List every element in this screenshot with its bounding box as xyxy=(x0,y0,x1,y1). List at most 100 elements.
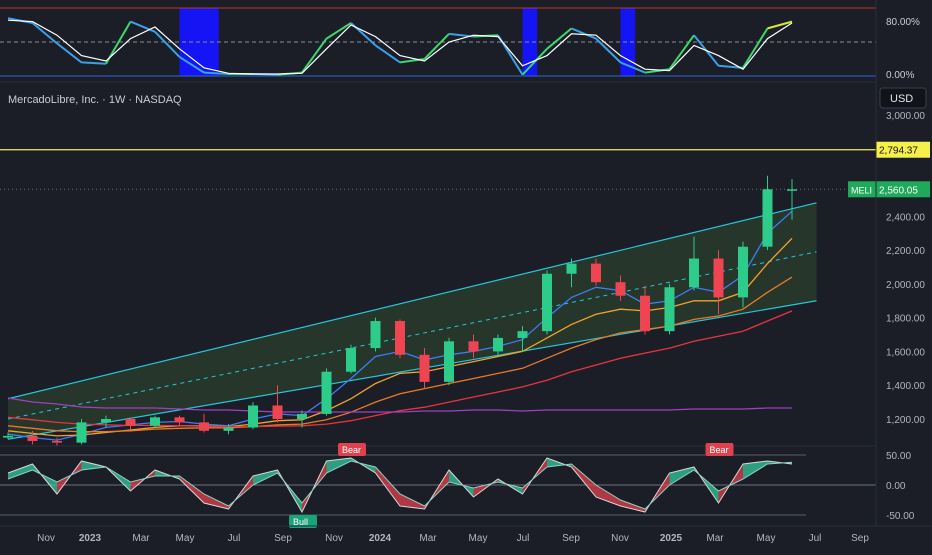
time-tick-label: Mar xyxy=(132,533,150,544)
candle-body xyxy=(664,287,675,332)
time-tick-label: 2025 xyxy=(660,533,683,544)
price-tick-label: 2,200.00 xyxy=(886,246,925,257)
stochastic-highlight-band xyxy=(522,8,538,76)
candle-body xyxy=(517,331,528,338)
momentum-tick-label: 50.00 xyxy=(886,451,911,462)
time-tick-label: Nov xyxy=(325,533,343,544)
stochastic-k-segment xyxy=(56,42,83,64)
moving-average-line xyxy=(7,310,793,428)
candle-body xyxy=(738,246,748,298)
momentum-fill-segment xyxy=(620,500,645,512)
momentum-panel[interactable]: Bear Bear Bull 50.00 0.00 -50.00 xyxy=(0,443,915,528)
channel-mid-line xyxy=(7,251,817,420)
signal-label: Bear xyxy=(342,445,361,455)
last-price-tag: MELI xyxy=(851,185,872,195)
price-tick-label: 3,000.00 xyxy=(886,111,925,122)
candle-body xyxy=(174,417,185,423)
stochastic-k-segment xyxy=(81,61,107,65)
momentum-fill-segment xyxy=(204,494,229,509)
price-panel[interactable]: 2,794.37 MELI 2,560.05 3,000.00 2,400.00 2,20… xyxy=(0,81,930,447)
candle-body xyxy=(566,263,577,274)
candle-body xyxy=(199,422,209,431)
time-tick-label: Nov xyxy=(611,533,629,544)
resistance-badge-label: 2,794.37 xyxy=(879,146,918,157)
time-tick-label: May xyxy=(757,533,776,544)
stochastic-k-segment xyxy=(203,71,229,75)
stochastic-k-segment xyxy=(571,27,597,40)
signal-label: Bear xyxy=(710,445,729,455)
signal-label-box xyxy=(705,443,734,456)
candle-body xyxy=(689,258,699,288)
stochastic-k-segment xyxy=(521,48,548,76)
stochastic-k-segment xyxy=(31,22,58,45)
candle-body xyxy=(321,371,332,414)
momentum-signal-line xyxy=(7,460,793,510)
candle-body xyxy=(468,341,479,352)
candle-body xyxy=(150,417,160,426)
time-tick-label: Sep xyxy=(562,533,580,544)
price-tick-label: 1,400.00 xyxy=(886,381,925,392)
symbol-title: MercadoLibre, Inc. · 1W · NASDAQ xyxy=(8,94,182,106)
candle-body xyxy=(493,337,503,352)
stochastic-k-segment xyxy=(546,27,573,50)
moving-average-line xyxy=(7,276,793,433)
candle-body xyxy=(444,341,454,382)
channel-lower-line xyxy=(7,300,817,440)
time-tick-label: Sep xyxy=(274,533,292,544)
last-price-badge xyxy=(876,181,930,198)
candle-body xyxy=(223,427,234,431)
candle-body xyxy=(419,354,430,382)
currency-button[interactable]: USD xyxy=(879,87,927,109)
time-tick-label: Jul xyxy=(809,533,822,544)
time-tick-label: 2024 xyxy=(369,533,392,544)
stochastic-k-segment xyxy=(620,61,646,74)
stochastic-highlight-band xyxy=(620,8,636,76)
candle-body xyxy=(395,321,405,355)
momentum-tick-label: 0.00 xyxy=(886,481,906,492)
stochastic-tick-label: 0.00% xyxy=(886,70,914,81)
stochastic-k-segment xyxy=(130,20,156,33)
stochastic-k-segment xyxy=(767,20,793,30)
momentum-line xyxy=(7,457,793,514)
currency-label: USD xyxy=(890,93,913,105)
time-tick-label: May xyxy=(469,533,488,544)
momentum-fill-segment xyxy=(743,461,768,479)
resistance-badge xyxy=(876,141,930,158)
momentum-fill-segment xyxy=(8,464,33,479)
momentum-fill-segment xyxy=(375,467,400,506)
candle-body xyxy=(591,263,601,283)
stochastic-k-segment xyxy=(154,31,181,58)
candle-body xyxy=(76,422,87,443)
stochastic-k-segment xyxy=(668,34,695,70)
candle-body xyxy=(248,405,258,428)
candle-body xyxy=(52,440,62,443)
time-tick-label: Sep xyxy=(851,533,869,544)
stochastic-k-segment xyxy=(178,56,205,74)
momentum-fill-segment xyxy=(596,485,621,506)
time-tick-label: Mar xyxy=(419,533,437,544)
candle-body xyxy=(101,419,111,423)
momentum-fill-segment xyxy=(400,494,425,509)
candle-body xyxy=(27,435,38,441)
time-tick-label: Jul xyxy=(228,533,241,544)
stochastic-panel[interactable]: 80.00% 0.00% xyxy=(0,7,920,81)
candle-body xyxy=(3,435,13,438)
signal-label: Bull xyxy=(293,517,308,527)
candle-body xyxy=(615,282,626,296)
price-tick-label: 2,400.00 xyxy=(886,212,925,223)
last-price-badge-label: 2,560.05 xyxy=(879,185,918,196)
stochastic-tick-label: 80.00% xyxy=(886,17,920,28)
channel-fill xyxy=(8,202,817,440)
candle-body xyxy=(762,189,773,247)
candle-body xyxy=(370,321,381,349)
last-price-tag-icon xyxy=(848,181,876,198)
price-tick-label: 1,200.00 xyxy=(886,415,925,426)
time-tick-label: Mar xyxy=(706,533,724,544)
candle-body xyxy=(297,413,307,419)
momentum-fill-segment xyxy=(179,476,204,503)
candle-body xyxy=(640,295,650,332)
moving-average-line xyxy=(7,237,793,437)
